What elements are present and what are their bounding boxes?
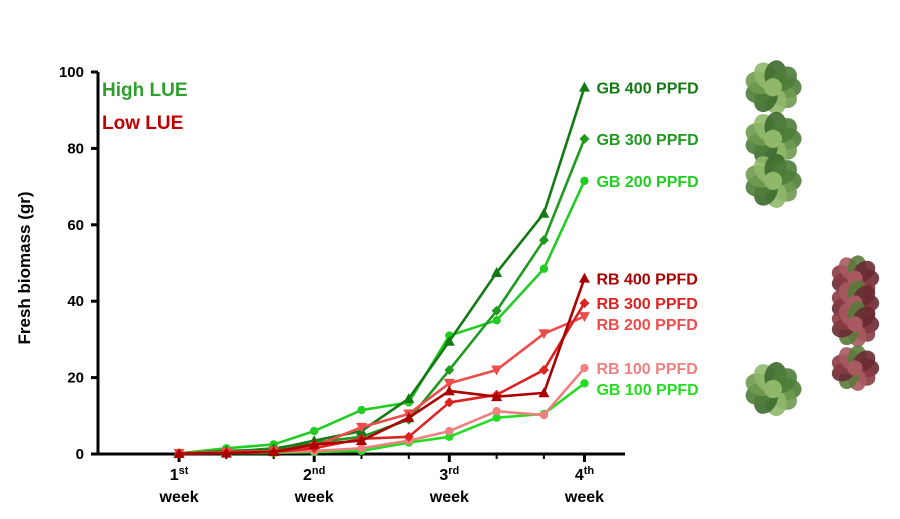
- axes: 0 20 40 60 80 100 1st week 2nd week 3rd week 4th week…: [15, 64, 625, 506]
- y-tick-label: 20: [67, 370, 84, 387]
- data-point: [357, 405, 366, 415]
- data-point: [578, 272, 590, 283]
- x-tick-label: 1st: [170, 465, 189, 484]
- data-point: [578, 81, 590, 92]
- lettuce-photo: [745, 60, 802, 115]
- x-tick-sublabel: week: [294, 489, 334, 506]
- series-label: RB 100 PPFD: [596, 361, 697, 378]
- lettuce-photo: [745, 153, 802, 208]
- series-label: RB 300 PPFD: [596, 296, 697, 313]
- lettuce-photo: [745, 362, 802, 417]
- series-gb-400-ppfd: [173, 81, 590, 459]
- data-point: [491, 267, 503, 277]
- data-point: [538, 387, 550, 398]
- series-line: [179, 315, 585, 455]
- lettuce-center: [847, 316, 863, 332]
- lettuce-photo: [831, 301, 880, 347]
- lettuce-center: [763, 171, 783, 190]
- data-point: [173, 448, 185, 459]
- data-point: [492, 413, 501, 422]
- data-point: [445, 426, 454, 436]
- data-point: [443, 378, 455, 389]
- x-tick-sublabel: week: [429, 489, 469, 506]
- data-point: [491, 305, 502, 316]
- data-point: [444, 364, 455, 375]
- data-point: [403, 393, 415, 404]
- series-label: RB 400 PPFD: [596, 271, 697, 288]
- data-point: [580, 379, 589, 388]
- data-point: [578, 312, 590, 322]
- x-tick-sublabel: week: [564, 489, 604, 506]
- data-point: [580, 363, 589, 373]
- data-point: [539, 410, 549, 420]
- data-point: [579, 133, 590, 144]
- x-tick-label: 2nd: [303, 465, 325, 484]
- lettuce-center: [763, 379, 783, 399]
- series-line: [179, 277, 586, 455]
- lettuce-center: [763, 129, 783, 148]
- data-point: [310, 426, 319, 436]
- data-point: [491, 391, 503, 402]
- series-label: GB 300 PPFD: [596, 132, 698, 149]
- series-label: GB 100 PPFD: [596, 382, 698, 399]
- series-label: RB 200 PPFD: [596, 317, 697, 334]
- series-lines: [173, 81, 590, 459]
- y-tick-label: 0: [76, 446, 84, 463]
- x-tick-label: 3rd: [439, 465, 459, 484]
- series-rb-300-ppfd: [174, 298, 590, 459]
- legend-entry: Low LUE: [102, 113, 183, 134]
- series-label: GB 400 PPFD: [596, 80, 698, 97]
- data-point: [538, 235, 549, 246]
- data-point: [403, 412, 415, 423]
- data-point: [580, 176, 589, 186]
- legend: High LUE Low LUE: [102, 80, 188, 134]
- series-labels: GB 400 PPFD GB 300 PPFD GB 200 PPFD RB 400 …: [596, 80, 698, 399]
- data-point: [443, 335, 455, 346]
- data-point: [220, 447, 232, 458]
- data-point: [492, 407, 501, 416]
- data-point: [356, 435, 367, 446]
- y-tick-label: 40: [67, 293, 84, 310]
- data-point: [308, 438, 320, 449]
- data-point: [579, 298, 590, 309]
- legend-entry: High LUE: [102, 80, 188, 101]
- data-point: [538, 207, 550, 218]
- data-point: [491, 365, 503, 376]
- data-point: [539, 264, 549, 273]
- lettuce-photos: [745, 60, 880, 417]
- data-point: [268, 446, 280, 457]
- data-point: [356, 422, 367, 433]
- x-tick-label: 4th: [575, 465, 595, 484]
- series-line: [178, 180, 586, 455]
- lettuce-photo: [831, 345, 880, 391]
- data-point: [444, 397, 455, 408]
- lettuce-center: [763, 78, 783, 97]
- series-rb-400-ppfd: [173, 272, 590, 459]
- data-point: [443, 385, 455, 396]
- data-point: [357, 444, 366, 453]
- series-line: [179, 86, 586, 455]
- y-tick-label: 100: [59, 64, 84, 81]
- y-tick-label: 60: [67, 217, 84, 234]
- series-label: GB 200 PPFD: [596, 174, 698, 191]
- x-tick-sublabel: week: [159, 489, 199, 506]
- y-tick-label: 80: [67, 140, 84, 157]
- data-point: [403, 431, 414, 442]
- data-point: [492, 316, 501, 325]
- y-axis-title: Fresh biomass (gr): [15, 191, 34, 344]
- series-gb-300-ppfd: [174, 133, 590, 459]
- data-point: [538, 329, 550, 340]
- data-point: [538, 364, 549, 375]
- lettuce-center: [847, 360, 863, 376]
